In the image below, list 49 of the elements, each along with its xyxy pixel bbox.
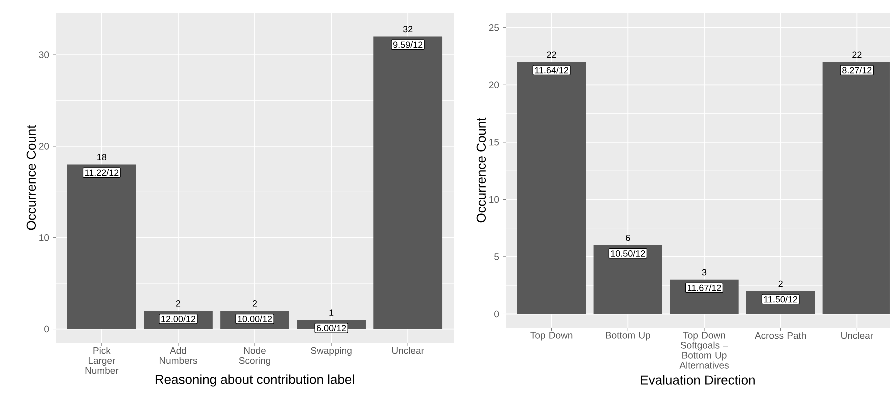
x-axis-title: Evaluation Direction (641, 375, 755, 385)
x-tick-label: Across Path (754, 332, 806, 340)
y-tick-label: 30 (39, 52, 50, 58)
annotation: 11.64/12 (535, 67, 569, 74)
y-tick-label: 0 (494, 310, 500, 318)
x-tick-label: Node Scoring (239, 347, 270, 366)
y-tick-label: 5 (494, 254, 500, 260)
y-tick-label: 15 (490, 139, 500, 146)
annotation: 8.27/12 (842, 67, 872, 74)
x-tick-label: Top Down (530, 332, 573, 341)
bar (822, 62, 890, 314)
bar (374, 36, 443, 330)
annotation: 11.22/12 (85, 170, 119, 176)
data-label: 6 (626, 234, 630, 242)
x-tick-label: Top Down Softgoals – Bottom Up Alternatives (680, 332, 729, 369)
y-tick-label: 10 (40, 234, 50, 242)
y-tick-label: 10 (490, 196, 500, 204)
x-tick-label: Unclear (392, 347, 424, 354)
annotation: 10.00/12 (238, 316, 272, 322)
x-tick-label: Unclear (842, 332, 874, 340)
bar (517, 62, 586, 314)
data-label: 22 (852, 52, 862, 58)
y-tick-label: 20 (39, 143, 50, 150)
data-label: 1 (330, 310, 334, 316)
x-tick-label: Add Numbers (160, 347, 198, 364)
annotation: 10.50/12 (611, 250, 646, 257)
x-axis-title: Reasoning about contribution label (156, 374, 354, 387)
bar (67, 164, 136, 330)
y-tick-label: 25 (489, 24, 500, 32)
annotation: 12.00/12 (162, 316, 196, 322)
data-label: 22 (547, 52, 556, 58)
annotation: 6.00/12 (316, 324, 346, 332)
x-tick-label: Swapping (311, 347, 352, 356)
y-tick-label: 0 (44, 326, 50, 333)
data-label: 18 (98, 154, 107, 161)
annotation: 11.50/12 (764, 296, 798, 303)
data-label: 2 (176, 300, 181, 307)
x-tick-label: Bottom Up (606, 332, 650, 341)
x-tick-label: Pick Larger Number (86, 347, 119, 374)
bar (594, 246, 662, 314)
y-tick-label: 20 (489, 82, 500, 89)
data-label: 3 (702, 269, 707, 276)
data-label: 32 (403, 26, 413, 33)
annotation: 11.67/12 (688, 284, 722, 292)
y-axis-title: Occurrence Count (476, 118, 486, 223)
y-axis-title: Occurrence Count (26, 125, 36, 230)
annotation: 9.59/12 (393, 42, 423, 48)
data-label: 2 (778, 280, 783, 288)
data-label: 2 (252, 300, 258, 307)
